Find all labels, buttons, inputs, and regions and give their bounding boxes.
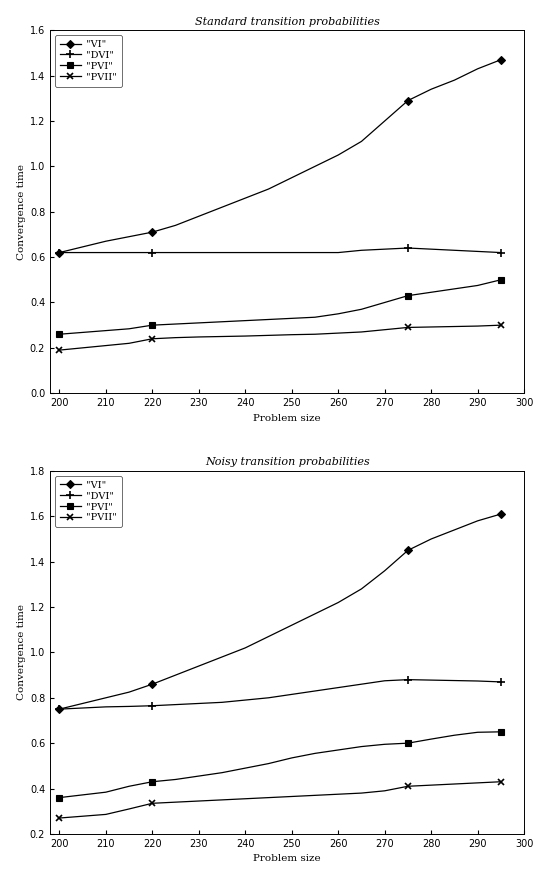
Title: Noisy transition probabilities: Noisy transition probabilities xyxy=(205,458,370,467)
Y-axis label: Convergence time: Convergence time xyxy=(16,605,26,700)
X-axis label: Problem size: Problem size xyxy=(254,414,321,422)
Legend: "VI", "DVI", "PVI", "PVII": "VI", "DVI", "PVI", "PVII" xyxy=(55,476,122,527)
X-axis label: Problem size: Problem size xyxy=(254,854,321,863)
Title: Standard transition probabilities: Standard transition probabilities xyxy=(195,17,380,26)
Legend: "VI", "DVI", "PVI", "PVII": "VI", "DVI", "PVI", "PVII" xyxy=(55,35,122,86)
Y-axis label: Convergence time: Convergence time xyxy=(16,164,26,260)
